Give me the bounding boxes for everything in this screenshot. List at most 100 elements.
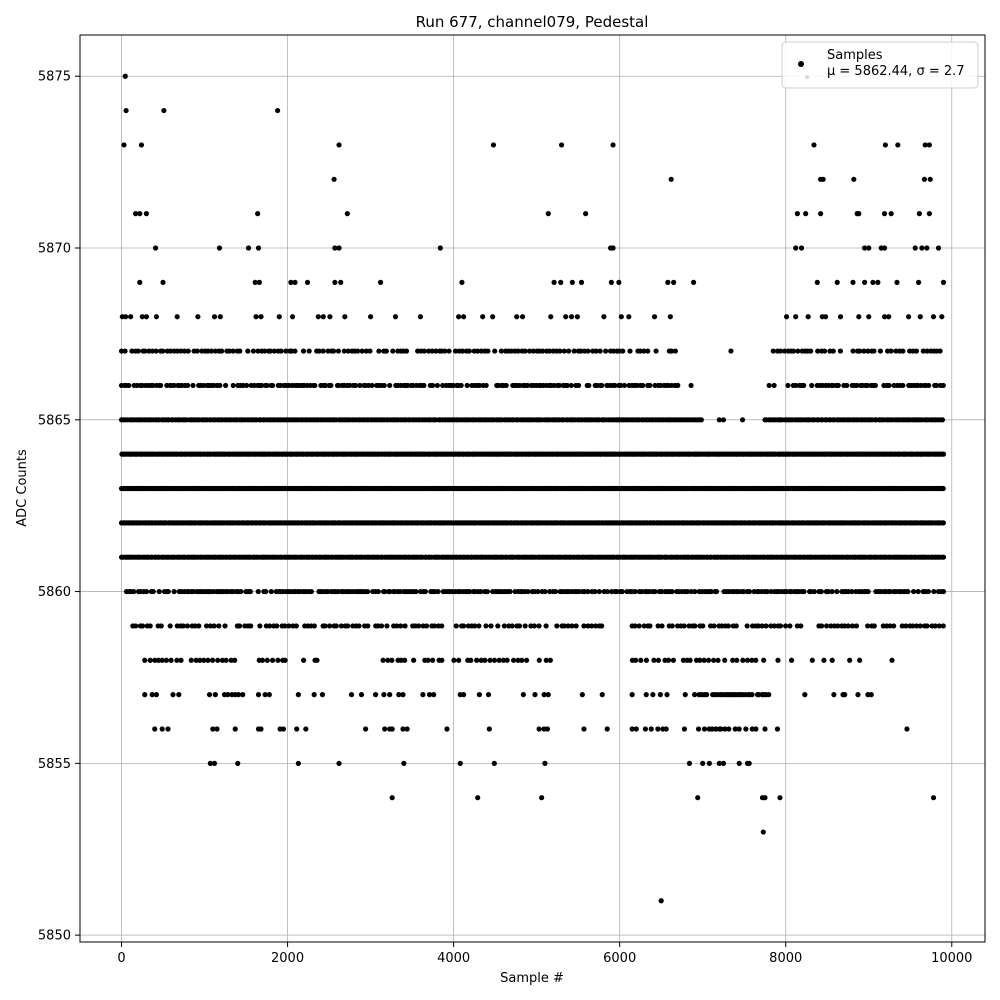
data-point bbox=[861, 348, 867, 354]
data-point bbox=[801, 588, 807, 595]
data-point bbox=[422, 588, 428, 595]
data-point bbox=[217, 314, 223, 320]
data-point bbox=[345, 348, 351, 354]
data-point bbox=[670, 657, 676, 663]
data-point bbox=[695, 726, 702, 732]
data-point bbox=[330, 348, 337, 354]
data-point bbox=[931, 588, 937, 595]
data-point bbox=[524, 382, 531, 389]
data-point bbox=[687, 657, 693, 663]
data-point bbox=[749, 692, 755, 698]
data-point bbox=[295, 692, 301, 698]
data-point bbox=[335, 348, 341, 354]
data-point bbox=[286, 623, 292, 629]
data-point bbox=[730, 657, 736, 663]
data-point bbox=[561, 623, 567, 629]
legend-label-samples: Samples bbox=[827, 48, 883, 63]
data-point bbox=[464, 382, 470, 389]
data-point bbox=[133, 623, 139, 629]
data-point bbox=[811, 142, 817, 148]
data-point bbox=[910, 623, 916, 629]
data-point bbox=[490, 314, 496, 320]
data-point bbox=[825, 588, 832, 595]
data-point bbox=[381, 692, 387, 698]
data-point bbox=[359, 348, 365, 354]
data-point bbox=[515, 348, 521, 354]
data-point bbox=[636, 623, 642, 629]
data-point bbox=[126, 382, 132, 389]
data-point bbox=[460, 314, 467, 320]
data-point bbox=[142, 657, 148, 663]
data-point bbox=[431, 623, 438, 629]
data-point bbox=[688, 382, 694, 389]
data-point bbox=[803, 211, 809, 217]
data-point bbox=[328, 382, 334, 389]
data-point bbox=[193, 657, 199, 663]
data-point bbox=[402, 657, 408, 663]
data-point bbox=[563, 314, 569, 320]
data-point bbox=[544, 726, 551, 732]
data-point bbox=[459, 348, 466, 354]
data-point bbox=[225, 692, 231, 698]
data-point bbox=[267, 348, 274, 354]
data-point bbox=[592, 588, 598, 595]
data-point bbox=[648, 726, 654, 732]
data-point bbox=[122, 73, 128, 79]
data-point bbox=[378, 623, 385, 629]
data-point bbox=[940, 623, 946, 629]
data-point bbox=[519, 314, 526, 320]
data-point bbox=[498, 348, 504, 354]
data-point bbox=[930, 795, 937, 801]
data-point bbox=[430, 382, 436, 389]
data-point bbox=[581, 726, 587, 732]
data-point bbox=[188, 657, 194, 663]
data-point bbox=[650, 692, 656, 698]
data-point bbox=[140, 623, 146, 629]
data-point bbox=[585, 623, 591, 629]
data-point bbox=[425, 657, 431, 663]
data-point bbox=[474, 657, 480, 663]
data-point bbox=[608, 279, 614, 285]
data-point bbox=[514, 314, 520, 320]
data-point bbox=[819, 623, 825, 629]
data-point bbox=[483, 623, 489, 629]
data-point bbox=[849, 623, 856, 629]
data-point bbox=[921, 176, 927, 182]
data-point bbox=[152, 726, 158, 732]
data-point bbox=[468, 657, 474, 663]
data-point bbox=[392, 314, 399, 320]
data-point bbox=[872, 382, 878, 389]
data-point bbox=[211, 623, 217, 629]
data-point bbox=[275, 107, 281, 114]
data-point bbox=[822, 314, 829, 320]
data-point bbox=[913, 623, 920, 629]
data-point bbox=[160, 348, 166, 354]
data-point bbox=[155, 657, 162, 663]
data-point bbox=[557, 348, 563, 354]
data-point bbox=[357, 382, 363, 389]
data-point bbox=[593, 348, 599, 354]
data-point bbox=[764, 588, 770, 595]
data-point bbox=[640, 382, 646, 389]
data-point bbox=[295, 760, 301, 766]
data-point bbox=[262, 692, 268, 698]
data-point bbox=[647, 382, 653, 389]
data-point bbox=[680, 657, 687, 663]
data-point bbox=[255, 211, 261, 217]
data-point bbox=[160, 279, 166, 285]
data-point bbox=[667, 314, 673, 320]
data-point bbox=[165, 726, 171, 732]
data-point bbox=[686, 623, 692, 629]
data-point bbox=[586, 382, 592, 389]
data-point bbox=[664, 692, 670, 698]
y-tick-label: 5850 bbox=[38, 929, 71, 944]
data-point bbox=[274, 623, 280, 629]
data-point bbox=[247, 588, 253, 595]
data-point bbox=[149, 692, 155, 698]
data-point bbox=[871, 623, 877, 629]
data-point bbox=[655, 623, 661, 629]
data-point bbox=[798, 623, 804, 629]
data-point bbox=[503, 382, 509, 389]
data-point bbox=[862, 279, 868, 285]
data-point bbox=[565, 623, 571, 629]
